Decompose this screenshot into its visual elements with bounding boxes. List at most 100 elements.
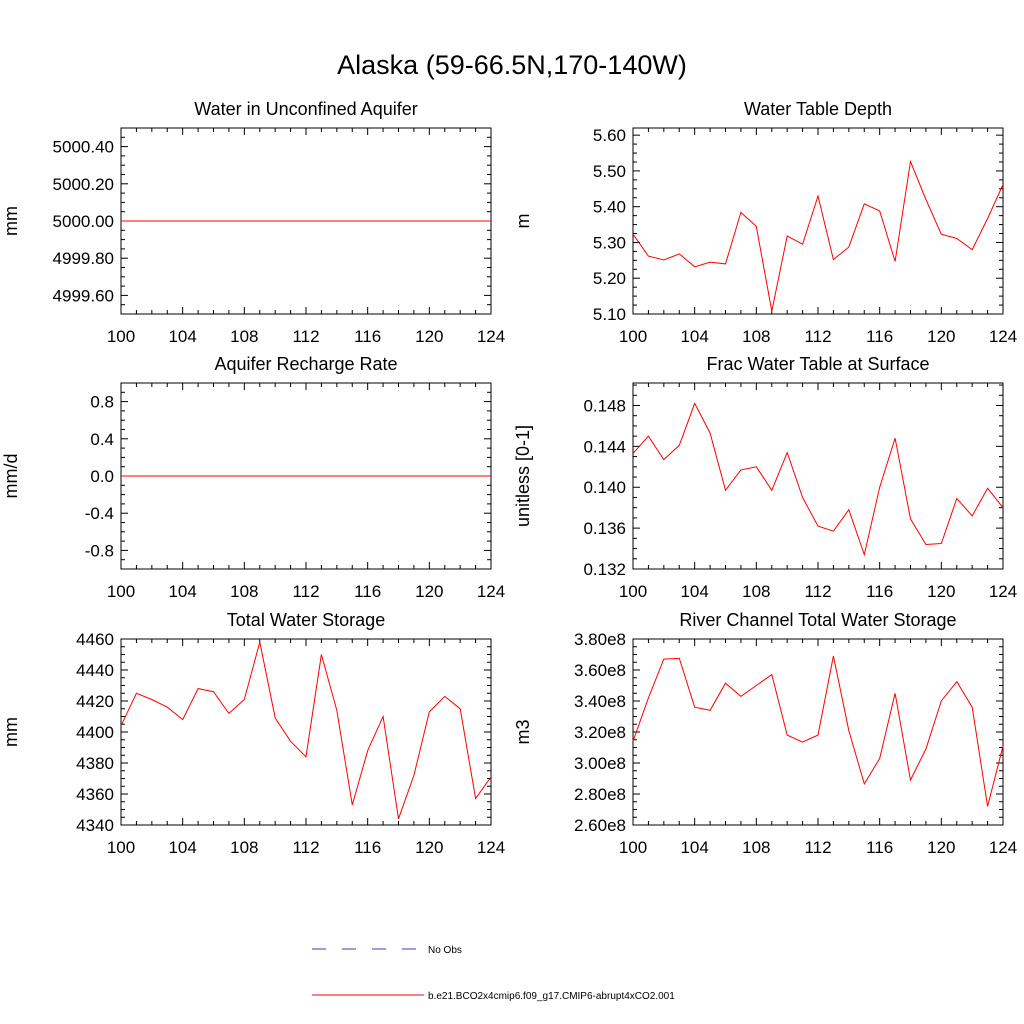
y-tick-label: -0.4 xyxy=(85,504,114,523)
series-line xyxy=(632,159,1004,312)
data-point xyxy=(182,719,183,720)
data-point xyxy=(925,544,926,545)
data-point xyxy=(290,741,291,742)
y-tick-label: 0.0 xyxy=(90,467,114,486)
data-point xyxy=(167,707,168,708)
legend-label-2: b.e21.BCO2x4cmip6.f09_g17.CMIP6-abrupt4x… xyxy=(428,991,675,1002)
data-point xyxy=(490,475,491,476)
data-point xyxy=(941,700,942,701)
data-point xyxy=(972,249,973,250)
data-point xyxy=(956,681,957,682)
x-tick-label: 124 xyxy=(477,327,505,346)
y-tick-label: 3.00e8 xyxy=(574,754,626,773)
data-point xyxy=(848,509,849,510)
data-point xyxy=(490,220,491,221)
x-tick-label: 124 xyxy=(989,838,1017,857)
data-point xyxy=(879,210,880,211)
data-point xyxy=(228,713,229,714)
data-point xyxy=(382,716,383,717)
x-tick-label: 124 xyxy=(477,582,505,601)
x-tick-label: 108 xyxy=(742,327,770,346)
y-tick-label: 0.140 xyxy=(583,478,626,497)
y-tick-label: 5000.40 xyxy=(53,138,114,157)
data-point xyxy=(740,696,741,697)
data-point xyxy=(941,234,942,235)
y-tick-label: 0.4 xyxy=(90,430,114,449)
data-point xyxy=(787,235,788,236)
data-point xyxy=(460,708,461,709)
x-tick-label: 120 xyxy=(927,327,955,346)
y-axis-label: m xyxy=(513,214,533,229)
data-point xyxy=(663,659,664,660)
y-tick-label: 5.50 xyxy=(593,162,626,181)
chart-panel-3: Aquifer Recharge Rate mm/d 100 104 108 112 116… xyxy=(1,354,505,601)
x-tick-label: 104 xyxy=(168,838,196,857)
data-point xyxy=(987,488,988,489)
y-tick-label: 2.60e8 xyxy=(574,816,626,835)
y-tick-label: 5.10 xyxy=(593,305,626,324)
data-point xyxy=(817,195,818,196)
y-axis-label: m3 xyxy=(513,719,533,744)
data-point xyxy=(648,697,649,698)
data-point xyxy=(771,311,772,312)
data-point xyxy=(632,453,633,454)
data-point xyxy=(679,253,680,254)
y-axis-label: mm/d xyxy=(1,454,21,499)
x-tick-label: 108 xyxy=(742,582,770,601)
y-tick-label: 3.40e8 xyxy=(574,692,626,711)
x-tick-label: 104 xyxy=(168,582,196,601)
data-point xyxy=(879,487,880,488)
x-tick-label: 100 xyxy=(107,327,135,346)
x-tick-label: 116 xyxy=(866,327,893,346)
data-point xyxy=(756,466,757,467)
data-point xyxy=(771,674,772,675)
data-point xyxy=(120,725,121,726)
x-tick-label: 124 xyxy=(477,838,505,857)
data-point xyxy=(787,452,788,453)
y-tick-label: 5000.00 xyxy=(53,212,114,231)
y-tick-label: -0.8 xyxy=(85,541,114,560)
data-point xyxy=(771,490,772,491)
data-point xyxy=(663,259,664,260)
data-point xyxy=(987,806,988,807)
x-tick-label: 104 xyxy=(168,327,196,346)
y-tick-label: 4360 xyxy=(76,785,114,804)
data-point xyxy=(1002,745,1003,746)
data-point xyxy=(879,758,880,759)
data-point xyxy=(694,403,695,404)
data-point xyxy=(1002,507,1003,508)
series-line xyxy=(632,402,1004,557)
data-point xyxy=(848,247,849,248)
x-tick-label: 120 xyxy=(415,582,443,601)
data-point xyxy=(444,696,445,697)
data-point xyxy=(648,436,649,437)
data-point xyxy=(648,255,649,256)
figure-title: Alaska (59-66.5N,170-140W) xyxy=(337,50,687,80)
data-point xyxy=(802,497,803,498)
x-tick-label: 100 xyxy=(107,582,135,601)
series-line xyxy=(120,641,492,819)
data-point xyxy=(429,711,430,712)
x-tick-label: 124 xyxy=(989,327,1017,346)
data-point xyxy=(972,515,973,516)
data-point xyxy=(259,642,260,643)
x-tick-label: 120 xyxy=(927,838,955,857)
x-tick-label: 116 xyxy=(354,327,381,346)
data-point xyxy=(910,779,911,780)
data-point xyxy=(305,756,306,757)
x-tick-label: 100 xyxy=(619,838,647,857)
data-point xyxy=(833,655,834,656)
panel-title: Total Water Storage xyxy=(227,610,385,630)
y-tick-label: 4460 xyxy=(76,630,114,649)
plot-frame xyxy=(632,638,1004,826)
x-tick-label: 116 xyxy=(866,838,893,857)
data-point xyxy=(756,226,757,227)
y-tick-label: 0.148 xyxy=(583,396,626,415)
chart-panel-4: Frac Water Table at Surface unitless [0-1… xyxy=(513,354,1017,601)
x-tick-label: 112 xyxy=(292,327,319,346)
chart-panel-1: Water in Unconfined Aquifer mm 100 104 108 11… xyxy=(1,99,505,346)
panel-title: Frac Water Table at Surface xyxy=(706,354,929,374)
data-point xyxy=(817,525,818,526)
data-point xyxy=(151,699,152,700)
data-point xyxy=(894,438,895,439)
